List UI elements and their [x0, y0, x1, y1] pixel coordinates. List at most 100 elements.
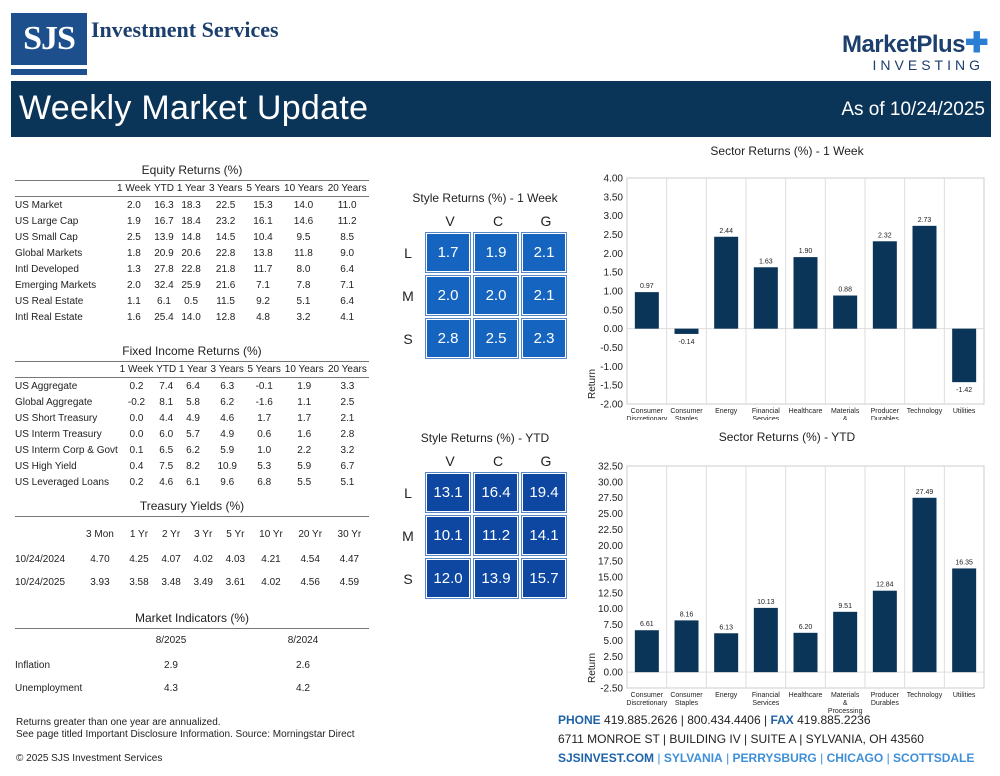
category-label: Producer — [871, 408, 900, 415]
style-cell: 12.0 — [425, 558, 471, 599]
style-row: L 1.7 1.9 2.1 — [390, 232, 580, 273]
city-separator: | — [657, 751, 664, 765]
row-label: US Small Cap — [15, 231, 78, 243]
contact-web-line: SJSINVEST.COM | SYLVANIA | PERRYSBURG | … — [558, 751, 974, 765]
table-row: Emerging Markets 2.0 32.4 25.9 21.6 7.1 7.8 7.1 — [15, 277, 369, 293]
data-label: 1.63 — [759, 258, 773, 265]
cell-value: 2.5 — [126, 231, 141, 243]
column-header: 8/2025 — [155, 635, 187, 646]
row-label: US Short Treasury — [15, 412, 98, 424]
data-label: 6.61 — [640, 621, 654, 628]
website-link[interactable]: SJSINVEST.COM — [558, 751, 655, 765]
y-tick-label: -2.00 — [600, 400, 623, 411]
cell-value: 1.0 — [257, 444, 272, 456]
category-label: Consumer — [631, 408, 664, 415]
cell-value: 5.7 — [186, 428, 200, 440]
cell-value: 3.49 — [193, 577, 213, 588]
category-label: Energy — [715, 692, 738, 699]
cell-value: 4.6 — [159, 476, 174, 488]
y-tick-label: 1.00 — [604, 287, 624, 298]
y-tick-label: -0.50 — [600, 343, 623, 354]
row-label: US Interm Corp & Govt — [15, 444, 118, 456]
y-tick-label: 4.00 — [604, 174, 624, 185]
row-label: 10/24/2025 — [15, 577, 66, 588]
category-label: Materials — [831, 408, 860, 415]
table-row: US Large Cap 1.9 16.7 18.4 23.2 16.1 14.6 11.2 — [15, 213, 369, 229]
city-link[interactable]: SYLVANIA — [663, 751, 723, 765]
phone-number[interactable]: 419.885.2626 — [604, 713, 678, 727]
bar — [952, 568, 977, 673]
cell-value: 3.58 — [129, 577, 149, 588]
row-label: US Large Cap — [15, 215, 79, 227]
column-header: 3 Yr — [194, 529, 213, 540]
data-label: 27.49 — [916, 489, 934, 496]
cell-value: 6.2 — [220, 396, 235, 408]
cell-value: 5.9 — [220, 444, 235, 456]
sector-week-chart: Sector Returns (%) - 1 Week 4.00 3.50 3.00… — [587, 144, 987, 431]
style-cell: 2.0 — [425, 275, 471, 316]
table-row: US Market 2.0 16.3 18.3 22.5 15.3 14.0 11.0 — [15, 197, 369, 214]
cell-value: 7.5 — [159, 460, 174, 472]
column-header: 8/2024 — [287, 635, 319, 646]
sjs-logo-mark: SJS — [11, 13, 87, 69]
city-link[interactable]: SCOTTSDALE — [893, 751, 975, 765]
table-row: US Short Treasury 0.0 4.4 4.9 4.6 1.7 1.7 2.1 — [15, 410, 369, 426]
copyright: © 2025 SJS Investment Services — [16, 753, 163, 764]
cell-value: 3.61 — [225, 577, 246, 588]
y-tick-label: 2.50 — [604, 652, 624, 663]
city-link[interactable]: PERRYSBURG — [732, 751, 817, 765]
row-label: Global Aggregate — [15, 396, 93, 408]
cell-value: 13.8 — [253, 247, 273, 259]
cell-value: 32.4 — [154, 279, 174, 291]
style-row-label: S — [403, 570, 413, 587]
style-row-label: L — [404, 484, 412, 501]
cell-value: -0.2 — [127, 396, 146, 408]
treasury-yields-table: Treasury Yields (%) 3 Mon 1 Yr 2 Yr 3 Yr 5 Y… — [15, 499, 369, 594]
column-header: 1 Year — [178, 364, 208, 375]
city-link[interactable]: CHICAGO — [826, 751, 884, 765]
cell-value: 16.1 — [253, 215, 273, 227]
cell-value: 4.2 — [296, 683, 310, 694]
fixed-income-table: Fixed Income Returns (%) 1 Week YTD 1 Year… — [15, 344, 369, 490]
cell-value: 0.6 — [257, 428, 272, 440]
style-cell: 2.5 — [473, 318, 519, 359]
style-cell: 13.1 — [425, 472, 471, 513]
bar — [912, 497, 937, 673]
cell-value: 4.59 — [339, 577, 360, 588]
table-row: 10/24/2024 4.70 4.25 4.07 4.02 4.03 4.21 4.54 4.… — [15, 548, 369, 571]
style-returns-week: Style Returns (%) - 1 Week V C G L 1.7 1.9 2.1… — [390, 191, 580, 359]
tollfree-number[interactable]: 800.434.4406 — [687, 713, 761, 727]
cell-value: 3.48 — [161, 577, 181, 588]
cell-value: 0.5 — [184, 295, 199, 307]
cell-value: 14.0 — [293, 199, 314, 211]
bar — [952, 328, 977, 383]
cell-value: 1.8 — [126, 247, 141, 259]
column-header: 30 Yr — [337, 529, 362, 540]
cell-value: 1.3 — [126, 263, 141, 275]
column-header: 10 Yr — [259, 529, 283, 540]
y-tick-label: 0.50 — [604, 305, 624, 316]
cell-value: 11.2 — [337, 215, 357, 227]
y-tick-label: -2.50 — [600, 684, 623, 695]
table-row: US Real Estate 1.1 6.1 0.5 11.5 9.2 5.1 6.4 — [15, 293, 369, 309]
y-tick-label: 25.00 — [598, 509, 623, 520]
y-tick-label: 32.50 — [598, 462, 623, 473]
bar — [674, 620, 699, 673]
data-label: -0.14 — [679, 339, 695, 346]
phone-label: PHONE — [558, 713, 601, 727]
category-label: Discretionary — [626, 416, 667, 420]
cell-value: 15.3 — [253, 199, 273, 211]
bar — [634, 292, 659, 329]
y-tick-label: -1.50 — [600, 381, 623, 392]
row-label-header — [15, 362, 118, 378]
cell-value: 9.2 — [256, 295, 270, 307]
bar — [714, 236, 739, 329]
cell-value: 9.6 — [220, 476, 235, 488]
table-row: Global Markets 1.8 20.9 20.6 22.8 13.8 11.8 9.0 — [15, 245, 369, 261]
footnote-annualized: Returns greater than one year are annual… — [16, 717, 221, 728]
row-label: Emerging Markets — [15, 279, 97, 291]
style-column-label: C — [492, 213, 504, 229]
city-separator: | — [816, 751, 827, 765]
table-row: US Interm Treasury 0.0 6.0 5.7 4.9 0.6 1.6 2.8 — [15, 426, 369, 442]
column-header: 3 Years — [210, 364, 244, 375]
